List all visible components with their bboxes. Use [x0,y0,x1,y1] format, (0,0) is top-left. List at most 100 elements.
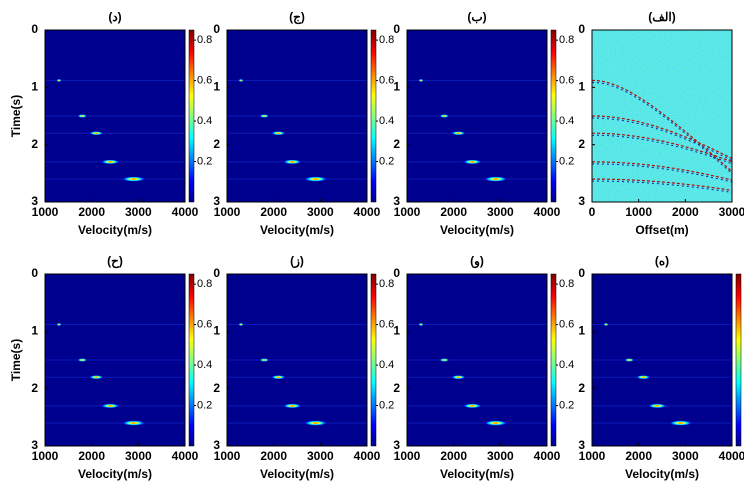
semblance-peak [484,420,508,426]
semblance-peak [463,159,482,165]
x-tick-label: 2000 [78,205,105,219]
colorbar-tick-label: 0.8 [559,278,574,290]
x-tick-label: 4000 [354,205,381,219]
colorbar-tick-label: 0.6 [559,318,574,330]
colorbar-tick-label: 0.8 [379,34,394,46]
plot-area [227,322,367,426]
x-tick-label: 2000 [78,449,105,463]
x-tick-label: 1000 [32,449,59,463]
panel: (الف) 0 1000 2000 3000 0 1 2 3 Offset(m) [578,10,744,237]
x-tick-label: 1000 [32,205,59,219]
semblance-peak [77,114,88,118]
semblance-peak [463,403,482,409]
semblance-peak [418,322,424,326]
x-axis-label: Velocity(m/s) [625,467,699,481]
colorbar-tick-label: 0.6 [559,74,574,86]
x-tick-label: 2000 [260,205,287,219]
y-tick-label: 0 [31,22,38,36]
semblance-peak [56,78,62,82]
semblance-peak [89,375,104,380]
panel-title: (ز) [290,254,304,269]
semblance-peak [418,78,424,82]
y-tick-label: 0 [31,266,38,280]
panel-title: (ب) [467,10,486,24]
x-tick-label: 1000 [214,205,241,219]
y-tick-label: 3 [393,194,400,208]
x-tick-label: 1000 [625,205,652,219]
panel: (ح) 1000 2000 3000 4000 0 1 2 3 Velocity(m/s) Time… [9,254,212,481]
colorbar-tick-label: 0.8 [197,34,212,46]
semblance-peak [484,176,508,182]
plot-frame [406,273,548,447]
semblance-peak [636,375,651,380]
y-tick-label: 0 [213,266,220,280]
reflection [592,161,732,181]
colorbar-tick-label: 0.4 [379,115,394,127]
colorbar-tick-label: 0.2 [559,155,574,167]
y-tick-label: 2 [31,381,38,395]
panel-title: (ج) [289,10,305,25]
plot-area [592,30,732,202]
x-tick-label: 4000 [354,449,381,463]
colorbar-tick-label: 0.8 [197,278,212,290]
y-tick-label: 3 [393,438,400,452]
semblance-peak [304,420,328,426]
panel-title: (ح) [107,254,123,269]
plot-frame [226,29,368,203]
colorbar [550,29,557,203]
y-tick-label: 1 [393,80,400,94]
x-tick-label: 3000 [125,449,152,463]
plot-frame [406,29,548,203]
semblance-peak [122,176,146,182]
y-tick-label: 1 [578,324,585,338]
x-tick-label: 4000 [172,449,199,463]
y-tick-label: 1 [31,324,38,338]
semblance-peak [77,358,88,362]
colorbar-tick-label: 0.4 [197,359,212,371]
reflection-trough [592,134,732,165]
colorbar [188,273,195,447]
semblance-peak [304,176,328,182]
panel-title: (د) [108,10,121,24]
plot-frame [44,29,186,203]
y-tick-label: 3 [31,438,38,452]
y-tick-label: 2 [213,137,220,151]
y-tick-label: 2 [393,381,400,395]
x-tick-label: 3000 [307,205,334,219]
y-tick-label: 0 [213,22,220,36]
x-tick-label: 0 [589,205,596,219]
y-tick-label: 3 [31,194,38,208]
y-tick-label: 2 [393,137,400,151]
y-tick-label: 2 [578,381,585,395]
panel-title: (و) [470,254,484,269]
y-tick-label: 3 [213,438,220,452]
x-tick-label: 1000 [394,205,421,219]
x-tick-label: 1000 [579,449,606,463]
y-tick-label: 1 [31,80,38,94]
semblance-peak [101,159,120,165]
semblance-peak [122,420,146,426]
semblance-peak [283,403,302,409]
reflection-trough [592,180,732,193]
semblance-peak [259,114,270,118]
semblance-peak [271,131,286,136]
x-tick-label: 3000 [487,449,514,463]
semblance-peak [56,322,62,326]
x-tick-label: 2000 [260,449,287,463]
panel: (ه) 1000 2000 3000 4000 0 1 2 3 Velocity(m/s) [578,254,744,481]
colorbar-tick-label: 0.2 [379,155,394,167]
y-axis-label: Time(s) [9,95,23,137]
colorbar-tick-label: 0.4 [197,115,212,127]
y-tick-label: 0 [578,22,585,36]
x-tick-label: 2000 [625,449,652,463]
reflection-trough [592,163,732,183]
plot-frame [591,29,733,203]
reflection [592,178,732,191]
y-tick-label: 3 [213,194,220,208]
colorbar-tick-label: 0.2 [197,399,212,411]
y-tick-label: 1 [578,80,585,94]
panel: (و) 1000 2000 3000 4000 0 1 2 3 Velocity(m/s) 0.2 0… [393,254,574,481]
reflection [592,115,732,160]
colorbar-tick-label: 0.4 [379,359,394,371]
y-tick-label: 0 [393,266,400,280]
